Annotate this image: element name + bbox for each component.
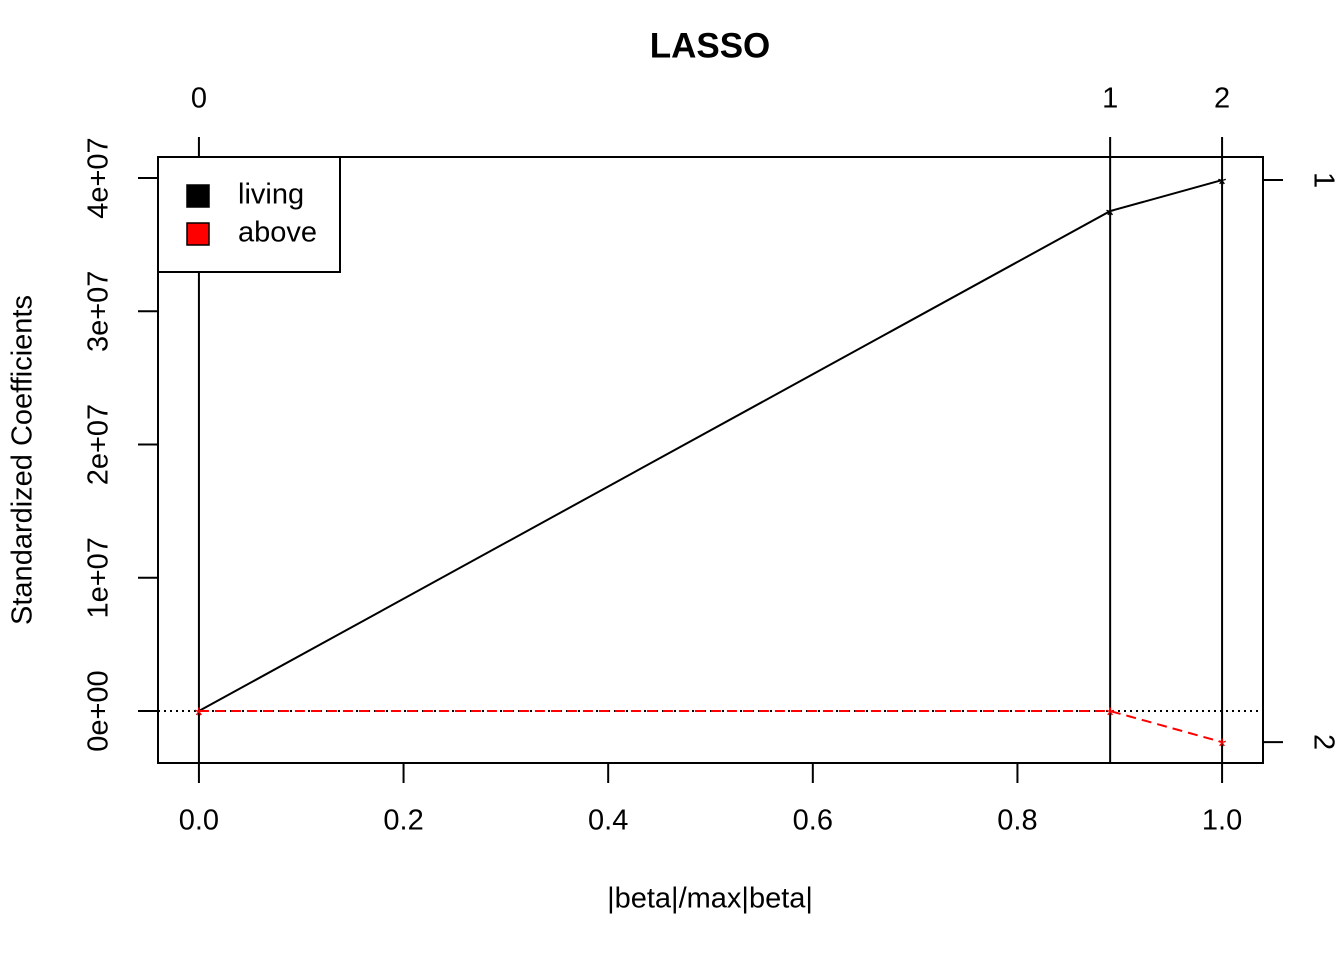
x-tick-label: 0.4 — [588, 805, 628, 837]
x-tick-label: 0.6 — [793, 805, 833, 837]
marker: * — [1106, 703, 1115, 728]
y-tick-label: 3e+07 — [83, 271, 115, 352]
top-tick-label: 1 — [1102, 83, 1118, 115]
plot-frame — [157, 156, 1264, 764]
y-tick-label: 0e+00 — [83, 670, 115, 751]
series-line — [198, 710, 1223, 744]
x-tick-label: 1.0 — [1202, 805, 1242, 837]
y-tick-label: 1e+07 — [83, 537, 115, 618]
x-tick-label: 0.2 — [383, 805, 423, 837]
y2-tick-label: 2 — [1307, 734, 1339, 750]
x-tick-label: 0.8 — [997, 805, 1037, 837]
legend-swatch — [186, 184, 210, 208]
y-tick-label: 4e+07 — [83, 137, 115, 218]
y-tick-label: 2e+07 — [83, 404, 115, 485]
x-tick-label: 0.0 — [179, 805, 219, 837]
top-tick-label: 0 — [191, 83, 207, 115]
marker: * — [1106, 203, 1115, 228]
legend-label: living — [238, 179, 304, 211]
y-axis-label: Standardized Coefficients — [7, 295, 39, 625]
marker: * — [195, 703, 204, 728]
series-line — [198, 179, 1223, 712]
top-tick-label: 2 — [1214, 83, 1230, 115]
legend-label: above — [238, 217, 317, 249]
marker: * — [1218, 734, 1227, 759]
marker: * — [1218, 172, 1227, 197]
legend-box — [157, 156, 341, 273]
legend-swatch — [186, 222, 210, 246]
x-axis-label: |beta|/max|beta| — [607, 883, 813, 915]
chart-title: LASSO — [650, 26, 771, 65]
y2-tick-label: 1 — [1307, 172, 1339, 188]
marker: * — [195, 703, 204, 728]
